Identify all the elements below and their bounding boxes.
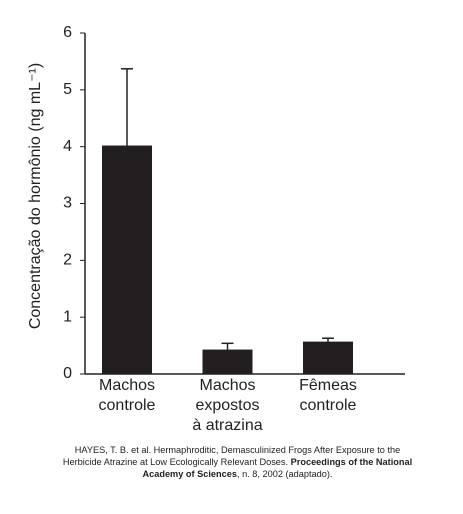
y-tick-label: 1: [63, 308, 72, 325]
y-tick-label: 3: [63, 195, 72, 212]
y-tick-label: 5: [63, 81, 72, 98]
chart: Concentração do hormônio (ng mL⁻¹) 0 1 2 3 4…: [27, 24, 405, 434]
caption: HAYES, T. B. et al. Hermaphroditic, Dema…: [60, 444, 415, 480]
x-tick-label: Fêmeas: [299, 377, 357, 394]
y-tick-label: 6: [63, 24, 72, 41]
bar: [303, 341, 353, 374]
x-tick-label: à atrazina: [192, 417, 262, 434]
x-tick-label: controle: [99, 397, 156, 414]
y-tick-label: 0: [63, 365, 72, 382]
y-tick-label: 2: [63, 252, 72, 269]
caption-tail: , n. 8, 2002 (adaptado).: [236, 469, 333, 479]
x-tick-label: expostos: [195, 397, 259, 414]
caption-bold: Proceedings of the National Academy of S…: [142, 457, 413, 479]
x-tick-label: Machos: [99, 377, 155, 394]
y-tick-label: 4: [63, 138, 72, 155]
bar: [102, 145, 152, 374]
x-tick-label: Machos: [199, 377, 255, 394]
x-tick-label: controle: [300, 397, 357, 414]
caption-text: HAYES, T. B. et al. Hermaphroditic, Dema…: [62, 445, 401, 467]
y-axis-label: Concentração do hormônio (ng mL⁻¹): [27, 63, 44, 329]
bar: [202, 349, 253, 374]
